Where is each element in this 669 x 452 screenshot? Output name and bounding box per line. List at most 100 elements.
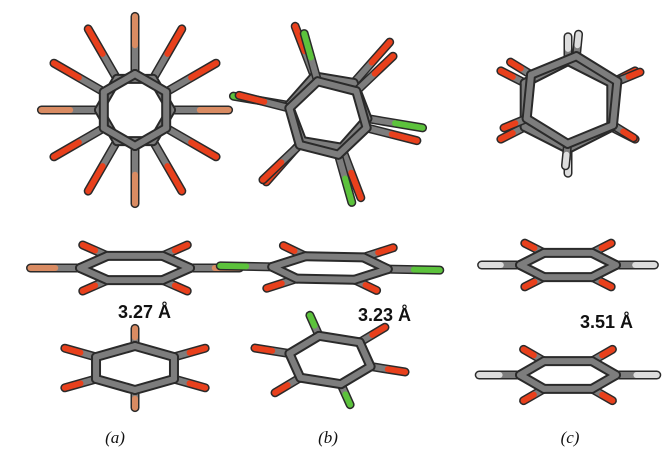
bond xyxy=(188,60,220,81)
ring-bond xyxy=(93,376,138,393)
bond xyxy=(410,266,443,274)
bond xyxy=(188,139,220,160)
distance-label: 3.51 Å xyxy=(580,312,633,332)
molecules xyxy=(26,11,662,413)
bond xyxy=(599,346,616,359)
bond xyxy=(521,240,538,252)
ring-bond xyxy=(286,332,323,357)
ring-bond xyxy=(132,71,170,95)
bond xyxy=(520,391,537,404)
ring-bond xyxy=(517,358,547,378)
bond xyxy=(348,169,364,201)
ring-bond xyxy=(132,125,170,149)
ring-bond xyxy=(351,266,391,283)
ring-bond xyxy=(100,71,138,95)
bond xyxy=(251,345,276,354)
ring-bond xyxy=(517,249,547,268)
ring-bond xyxy=(353,88,370,131)
ring-bond xyxy=(316,332,363,346)
ring-bond xyxy=(314,78,360,95)
ring-bond xyxy=(335,124,370,158)
bond xyxy=(384,366,409,375)
ring-bond xyxy=(293,275,358,283)
distance-label: 3.27 Å xyxy=(118,302,171,322)
ring-bond xyxy=(565,58,615,86)
panel-label: (c) xyxy=(561,428,580,447)
ring-bond xyxy=(589,358,619,378)
bond xyxy=(79,241,99,254)
ring-bond xyxy=(77,265,111,284)
bond xyxy=(164,25,185,57)
ring-bond xyxy=(286,78,321,112)
bond xyxy=(171,282,191,295)
ring-bond xyxy=(159,265,193,284)
bond xyxy=(574,31,582,49)
ring-bond xyxy=(302,253,367,261)
bond xyxy=(85,163,106,195)
distance-label: 3.23 Å xyxy=(358,305,411,325)
bond xyxy=(342,391,354,408)
ring-bond xyxy=(269,253,309,270)
ring-bond xyxy=(609,78,621,129)
bond xyxy=(598,278,615,290)
bond xyxy=(598,240,615,252)
bond xyxy=(507,59,524,72)
ring-bond xyxy=(77,252,111,271)
ring-bond xyxy=(286,350,304,381)
ring-bond xyxy=(523,115,571,147)
bond xyxy=(497,130,516,143)
bond xyxy=(497,67,516,80)
ring-bond xyxy=(132,343,177,360)
bond xyxy=(61,380,84,391)
bond xyxy=(263,280,285,292)
bond xyxy=(625,69,643,80)
bond xyxy=(306,312,318,329)
ring-bond xyxy=(589,372,619,392)
ring-bond xyxy=(93,343,138,360)
ring-bond xyxy=(159,252,193,271)
bond xyxy=(342,175,355,206)
bond xyxy=(369,324,388,338)
bond xyxy=(368,39,393,66)
bond xyxy=(388,131,420,144)
ring-bond xyxy=(528,53,580,78)
ring-bond xyxy=(360,254,391,273)
bond xyxy=(186,380,209,391)
ring-bond xyxy=(296,141,342,158)
bond xyxy=(521,278,538,290)
bond xyxy=(391,120,426,131)
ring-bond xyxy=(132,376,177,393)
ring-bond xyxy=(269,263,300,282)
bond xyxy=(50,139,82,160)
bond xyxy=(61,345,84,356)
bond xyxy=(520,346,537,359)
bond xyxy=(50,60,82,81)
bond xyxy=(164,163,185,195)
bond xyxy=(85,25,106,57)
ring-bond xyxy=(356,339,374,370)
bond xyxy=(280,242,298,254)
bond xyxy=(362,282,380,294)
bond xyxy=(599,391,616,404)
ring-bond xyxy=(517,372,547,392)
ring-bond xyxy=(100,125,138,149)
bond xyxy=(217,262,250,270)
bond xyxy=(501,120,519,131)
ring-bond xyxy=(589,262,619,281)
bond xyxy=(186,345,209,356)
ring-bond xyxy=(589,249,619,268)
bond xyxy=(620,128,637,141)
bond xyxy=(272,382,291,396)
panel-label: (b) xyxy=(318,428,338,447)
ring-bond xyxy=(564,122,616,147)
bond xyxy=(292,23,308,55)
bond xyxy=(259,159,285,183)
bond xyxy=(301,30,314,61)
panel-label: (a) xyxy=(105,428,125,447)
bond xyxy=(236,92,268,105)
ring-bond xyxy=(573,53,621,85)
ring-bond xyxy=(297,374,344,388)
bond xyxy=(375,244,397,256)
